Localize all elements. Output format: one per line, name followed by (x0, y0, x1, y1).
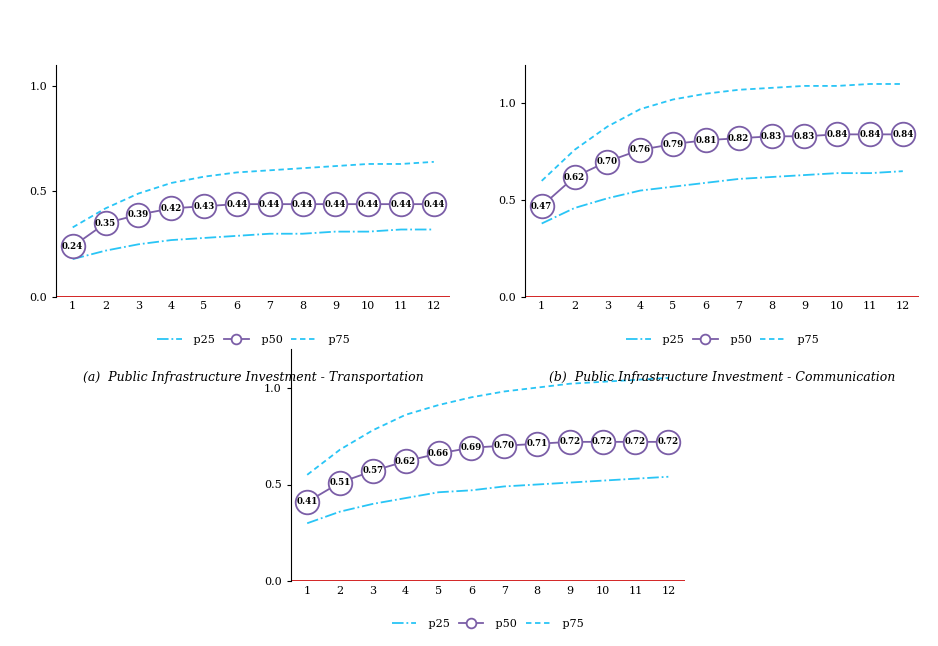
Text: 0.76: 0.76 (629, 145, 651, 154)
Text: 0.44: 0.44 (357, 200, 379, 209)
Text: 0.51: 0.51 (329, 478, 351, 487)
Text: 0.72: 0.72 (592, 437, 613, 446)
Text: 0.47: 0.47 (531, 202, 552, 211)
Text: 0.44: 0.44 (390, 200, 412, 209)
Text: 0.35: 0.35 (95, 218, 116, 227)
Text: 0.41: 0.41 (296, 497, 318, 506)
Text: 0.79: 0.79 (662, 140, 684, 149)
Text: (a)  Public Infrastructure Investment - Transportation: (a) Public Infrastructure Investment - T… (83, 371, 424, 384)
Text: 0.69: 0.69 (461, 443, 482, 452)
Text: 0.44: 0.44 (259, 200, 280, 209)
Text: 0.70: 0.70 (597, 157, 618, 166)
Text: 0.72: 0.72 (658, 437, 679, 446)
Text: 0.66: 0.66 (428, 449, 449, 458)
Text: (b)  Public Infrastructure Investment - Communication: (b) Public Infrastructure Investment - C… (549, 371, 896, 384)
Legend:  p25,  p50,  p75: p25, p50, p75 (153, 331, 354, 349)
Text: 0.42: 0.42 (160, 204, 182, 213)
Text: 0.81: 0.81 (695, 136, 717, 145)
Text: 0.70: 0.70 (493, 441, 515, 450)
Text: 0.71: 0.71 (526, 439, 548, 448)
Text: 0.84: 0.84 (892, 130, 914, 139)
Text: 0.44: 0.44 (226, 200, 248, 209)
Text: 0.84: 0.84 (826, 130, 848, 139)
Text: 0.39: 0.39 (128, 210, 149, 219)
Text: 0.24: 0.24 (62, 242, 83, 251)
Text: 0.62: 0.62 (395, 457, 416, 466)
Text: 0.82: 0.82 (728, 134, 749, 143)
Text: 0.44: 0.44 (292, 200, 313, 209)
Legend:  p25,  p50,  p75: p25, p50, p75 (622, 331, 823, 349)
Text: 0.44: 0.44 (423, 200, 445, 209)
Legend:  p25,  p50,  p75: p25, p50, p75 (387, 615, 588, 634)
Text: 0.43: 0.43 (193, 202, 215, 211)
Text: 0.44: 0.44 (325, 200, 346, 209)
Text: 0.83: 0.83 (761, 132, 782, 141)
Text: 0.62: 0.62 (564, 172, 585, 182)
Text: 0.72: 0.72 (559, 437, 581, 446)
Text: 0.72: 0.72 (625, 437, 646, 446)
Text: 0.57: 0.57 (362, 466, 384, 475)
Text: 0.83: 0.83 (794, 132, 815, 141)
Text: 0.84: 0.84 (859, 130, 881, 139)
